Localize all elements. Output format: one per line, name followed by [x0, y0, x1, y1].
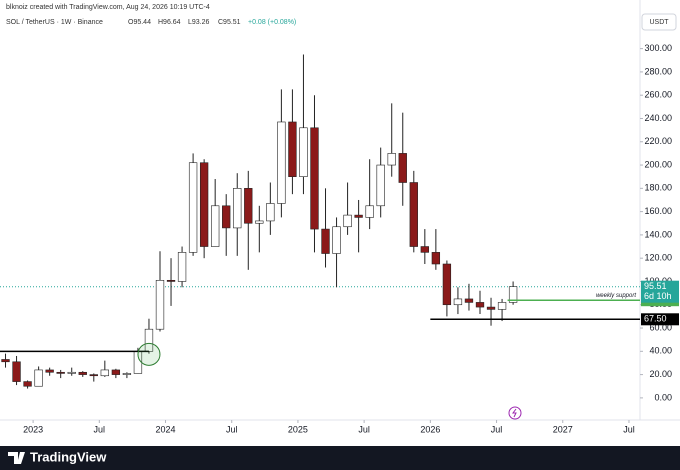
breakout-circle — [137, 342, 161, 366]
candle-body — [244, 188, 253, 224]
y-tick-label: 220.00 — [644, 136, 672, 146]
x-tick-label: 2027 — [553, 424, 573, 434]
x-tick-label: Jul — [623, 424, 635, 434]
candle-body — [442, 263, 452, 306]
y-tick-label: 140.00 — [644, 229, 672, 239]
x-tick-label: 2024 — [156, 424, 176, 434]
x-tick-label: Jul — [491, 424, 503, 434]
ohlc-value: O95.44 — [128, 19, 151, 26]
level-label: 67.50 — [644, 314, 667, 324]
candle-body — [398, 153, 407, 183]
candle-body — [222, 205, 231, 229]
y-tick-label: 180.00 — [644, 183, 672, 193]
candle-body — [122, 373, 132, 375]
candle-body — [155, 279, 165, 330]
candle-body — [343, 214, 352, 228]
candle-body — [486, 306, 496, 310]
candle-body — [321, 228, 330, 254]
candle-body — [431, 252, 441, 265]
watermark: blknoiz created with TradingView.com, Au… — [6, 4, 210, 11]
candle-body — [464, 298, 474, 303]
candle-body — [266, 203, 275, 222]
ohlc-value: H96.64 — [158, 19, 181, 26]
countdown: 6d 10h — [644, 291, 672, 301]
candle-body — [376, 164, 385, 207]
symbol: SOL / TetherUS · 1W · Binance — [6, 19, 103, 26]
ohlc-value: L93.26 — [188, 19, 210, 26]
y-tick-label: 0.00 — [654, 392, 672, 402]
candle-body — [277, 121, 286, 204]
candle-body — [211, 205, 220, 247]
candle-body — [255, 220, 264, 224]
footer — [0, 446, 680, 470]
candle-body — [508, 286, 518, 303]
ohlc-value: C95.51 — [218, 19, 241, 26]
candle-body — [310, 127, 319, 230]
y-tick-label: 20.00 — [649, 369, 672, 379]
candle-body — [299, 127, 308, 177]
candle-body — [45, 369, 54, 373]
y-tick-label: 200.00 — [644, 159, 672, 169]
x-tick-label: 2026 — [420, 424, 440, 434]
candle-body — [166, 279, 176, 282]
candle-body — [78, 371, 87, 375]
x-tick-label: Jul — [358, 424, 370, 434]
y-tick-label: 240.00 — [644, 113, 672, 123]
candle-body — [497, 302, 507, 310]
level-text: weekly support — [596, 293, 636, 299]
y-tick-label: 260.00 — [644, 90, 672, 100]
candle-body — [354, 214, 363, 218]
candle-body — [420, 246, 429, 253]
candle-body — [453, 298, 463, 306]
candle-body — [387, 153, 396, 166]
last-price-label: 95.51 — [644, 281, 667, 291]
event-icon[interactable] — [508, 406, 522, 420]
y-tick-label: 300.00 — [644, 43, 672, 53]
candle-body — [100, 369, 109, 377]
y-tick-label: 120.00 — [644, 253, 672, 263]
candle-body — [111, 369, 121, 375]
y-tick-label: 60.00 — [649, 322, 672, 332]
x-tick-label: Jul — [94, 424, 106, 434]
candle-body — [188, 162, 198, 253]
candle-body — [475, 302, 485, 308]
logo-icon — [8, 452, 25, 464]
y-tick-label: 40.00 — [649, 346, 672, 356]
candle-body — [288, 121, 297, 177]
candle-body — [67, 371, 76, 374]
x-tick-label: 2025 — [288, 424, 308, 434]
candle-body — [34, 369, 43, 387]
candle-body — [144, 328, 154, 352]
candle-body — [89, 374, 98, 377]
last-price-box — [641, 280, 679, 303]
event-bolt — [512, 408, 517, 418]
x-tick-label: Jul — [226, 424, 238, 434]
level-label-box — [641, 313, 679, 326]
currency: USDT — [649, 19, 669, 26]
candle-body — [56, 371, 65, 374]
x-tick-label: 2023 — [23, 424, 43, 434]
candle-body — [365, 205, 374, 218]
candle-body — [23, 381, 32, 387]
candle-body — [199, 162, 209, 247]
brand: TradingView — [30, 449, 107, 464]
candle-body — [177, 252, 187, 282]
candle-body — [233, 188, 242, 229]
candle-body — [1, 359, 10, 363]
change: +0.08 (+0.08%) — [248, 19, 296, 26]
candle-body — [409, 182, 418, 247]
candle-body — [332, 226, 341, 254]
currency-box[interactable] — [641, 13, 677, 31]
candle-body — [12, 361, 21, 382]
y-tick-label: 280.00 — [644, 66, 672, 76]
y-tick-label: 160.00 — [644, 206, 672, 216]
